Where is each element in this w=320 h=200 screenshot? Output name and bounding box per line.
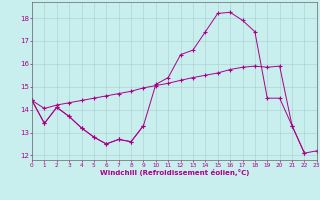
X-axis label: Windchill (Refroidissement éolien,°C): Windchill (Refroidissement éolien,°C) xyxy=(100,169,249,176)
